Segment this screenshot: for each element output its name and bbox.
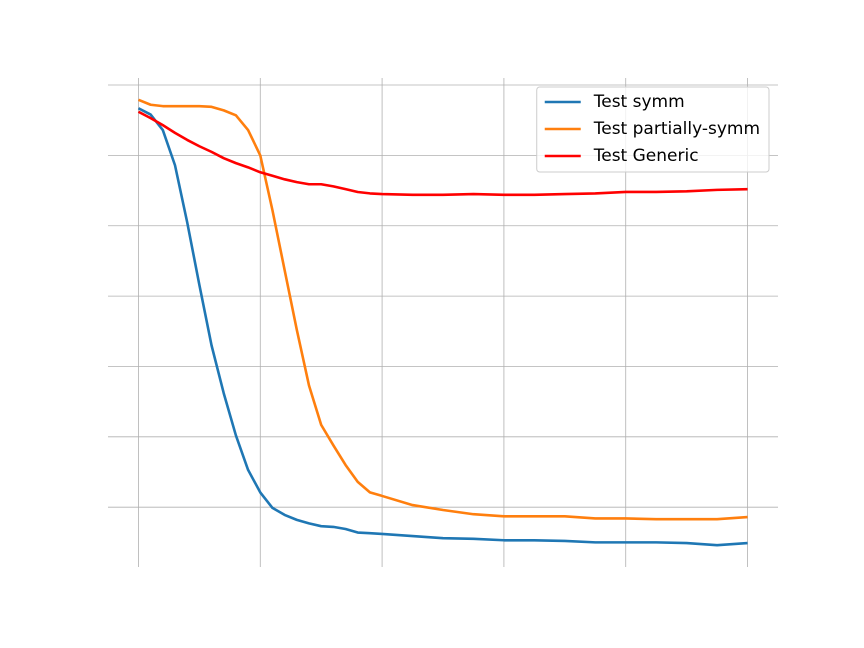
legend-box xyxy=(536,86,770,173)
legend-label: Test Generic xyxy=(593,146,699,166)
legend: Test symm Test partially-symm Test Generic xyxy=(536,86,770,173)
legend-label: Test partially-symm xyxy=(593,119,760,139)
line-series xyxy=(137,98,748,521)
line-series xyxy=(137,107,748,547)
legend-label: Test symm xyxy=(593,92,685,112)
line-series xyxy=(137,110,748,197)
